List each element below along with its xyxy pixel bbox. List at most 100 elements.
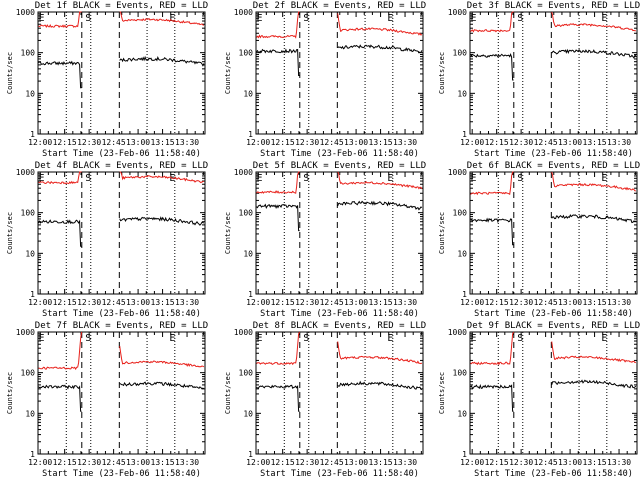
panel-det-1: Det 1f BLACK = Events, RED = LLD 1 10 100 10… [6, 1, 208, 159]
x-tick-label: 12:00 [246, 138, 270, 147]
x-tick-label: 13:00 [344, 298, 368, 307]
x-tick-label: 13:00 [344, 138, 368, 147]
panel-det-9: Det 9f BLACK = Events, RED = LLD 1 10 100 10… [438, 321, 640, 479]
x-tick-label: 12:00 [246, 298, 270, 307]
panel-det-8: Det 8f BLACK = Events, RED = LLD 1 10 100 10… [224, 321, 426, 479]
y-axis-label: Counts/sec [438, 372, 446, 414]
y-axis-label: Counts/sec [6, 52, 14, 94]
x-tick-label: 13:15 [369, 458, 393, 467]
x-tick-label: 12:30 [295, 458, 319, 467]
y-tick-label: 1000 [16, 328, 35, 337]
y-tick-label: 10 [457, 89, 467, 98]
x-tick-label: 13:15 [151, 458, 175, 467]
x-axis-label: Start Time (23-Feb-06 11:58:40) [474, 149, 633, 159]
panel-title: Det 5f BLACK = Events, RED = LLD [253, 161, 426, 171]
x-tick-label: 13:00 [126, 298, 150, 307]
x-tick-label: 12:30 [295, 298, 319, 307]
panel-det-5: Det 5f BLACK = Events, RED = LLD 1 10 100 10… [224, 161, 426, 319]
x-tick-label: 12:00 [28, 458, 52, 467]
x-tick-label: 12:15 [53, 458, 77, 467]
x-tick-label: 13:00 [344, 458, 368, 467]
marker-label-e: E [257, 173, 263, 184]
plot-frame [469, 171, 638, 295]
x-axis-label: Start Time (23-Feb-06 11:58:40) [42, 149, 201, 159]
x-tick-label: 13:30 [393, 298, 417, 307]
y-tick-label: 1000 [448, 8, 467, 17]
marker-label-e: E [471, 13, 477, 24]
marker-label-e: E [601, 333, 607, 344]
plot-frame [37, 11, 206, 135]
y-tick-label: 10 [243, 249, 253, 258]
x-tick-label: 12:45 [534, 298, 558, 307]
y-tick-label: 1000 [234, 168, 253, 177]
x-tick-label: 12:45 [102, 298, 126, 307]
x-tick-label: 13:30 [607, 458, 631, 467]
series-events-line [470, 379, 637, 412]
y-tick-label: 1 [462, 130, 467, 139]
x-tick-label: 12:30 [509, 298, 533, 307]
marker-label-e: E [39, 173, 45, 184]
x-tick-label: 13:15 [151, 138, 175, 147]
x-tick-label: 13:30 [175, 458, 199, 467]
x-tick-label: 12:15 [271, 458, 295, 467]
x-tick-label: 12:15 [53, 298, 77, 307]
x-tick-label: 12:00 [460, 298, 484, 307]
panel-title: Det 3f BLACK = Events, RED = LLD [467, 1, 640, 11]
series-events-line [256, 380, 423, 412]
panel-title: Det 4f BLACK = Events, RED = LLD [35, 161, 208, 171]
x-tick-label: 12:30 [77, 138, 101, 147]
panel-det-2: Det 2f BLACK = Events, RED = LLD 1 10 100 10… [224, 1, 426, 159]
x-tick-label: 12:30 [509, 138, 533, 147]
x-tick-label: 12:30 [77, 458, 101, 467]
x-tick-label: 12:30 [509, 458, 533, 467]
panel-det-7: Det 7f BLACK = Events, RED = LLD 1 10 100 10… [6, 321, 208, 479]
x-axis-label: Start Time (23-Feb-06 11:58:40) [260, 469, 419, 479]
y-tick-label: 10 [25, 409, 35, 418]
y-tick-label: 1000 [16, 8, 35, 17]
panel-title: Det 2f BLACK = Events, RED = LLD [253, 1, 426, 11]
x-tick-label: 12:00 [246, 458, 270, 467]
y-tick-label: 1 [248, 450, 253, 459]
series-events-line [470, 48, 637, 81]
y-tick-label: 100 [239, 369, 254, 378]
y-axis-label: Counts/sec [438, 52, 446, 94]
plot-frame [37, 171, 206, 295]
y-tick-label: 100 [453, 369, 468, 378]
marker-label-e: E [169, 333, 175, 344]
y-tick-label: 10 [25, 89, 35, 98]
x-axis-label: Start Time (23-Feb-06 11:58:40) [260, 309, 419, 319]
panel-title: Det 8f BLACK = Events, RED = LLD [253, 321, 426, 331]
x-tick-label: 13:15 [583, 138, 607, 147]
y-tick-label: 1 [30, 290, 35, 299]
marker-label-e: E [471, 173, 477, 184]
x-tick-label: 13:30 [393, 138, 417, 147]
y-tick-label: 1 [30, 130, 35, 139]
x-tick-label: 13:30 [393, 458, 417, 467]
plot-frame [469, 331, 638, 455]
x-tick-label: 12:00 [460, 458, 484, 467]
plot-frame [37, 331, 206, 455]
x-tick-label: 12:15 [53, 138, 77, 147]
x-axis-label: Start Time (23-Feb-06 11:58:40) [474, 469, 633, 479]
y-tick-label: 100 [239, 209, 254, 218]
y-axis-label: Counts/sec [6, 212, 14, 254]
y-axis-label: Counts/sec [438, 212, 446, 254]
y-tick-label: 100 [453, 209, 468, 218]
marker-label-s: S [303, 333, 309, 344]
plot-frame [255, 11, 424, 135]
marker-label-e: E [257, 13, 263, 24]
y-tick-label: 1 [30, 450, 35, 459]
y-tick-label: 1000 [234, 328, 253, 337]
x-tick-label: 12:45 [534, 458, 558, 467]
series-lld-line [470, 171, 636, 196]
series-events-line [38, 216, 205, 247]
x-tick-label: 13:15 [151, 298, 175, 307]
x-tick-label: 12:45 [102, 138, 126, 147]
marker-label-e: E [601, 173, 607, 184]
x-axis-label: Start Time (23-Feb-06 11:58:40) [42, 309, 201, 319]
x-axis-label: Start Time (23-Feb-06 11:58:40) [260, 149, 419, 159]
panel-title: Det 9f BLACK = Events, RED = LLD [467, 321, 640, 331]
series-lld-line [38, 331, 205, 371]
plot-frame [255, 171, 424, 295]
series-events-line [38, 55, 205, 89]
